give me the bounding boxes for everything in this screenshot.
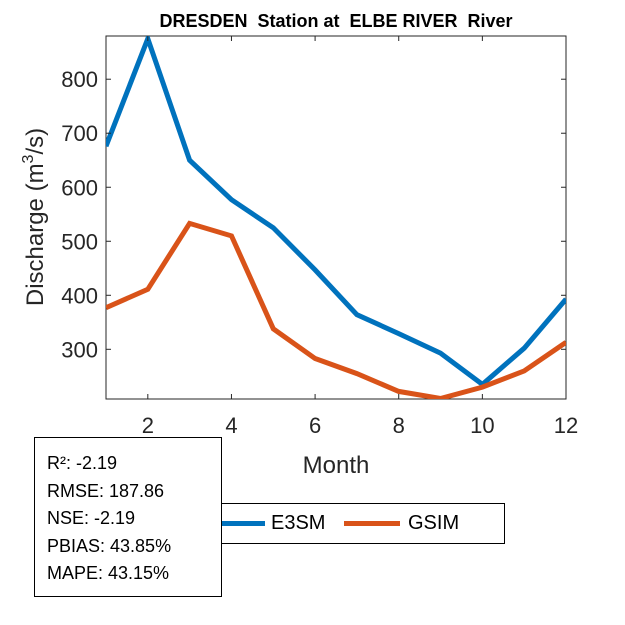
y-tick-label: 400: [61, 283, 98, 308]
x-tick-label: 10: [470, 413, 494, 438]
x-tick-label: 12: [554, 413, 578, 438]
legend-swatch-gsim: [344, 520, 400, 526]
y-axis-label: Discharge (m3/s): [20, 128, 49, 306]
series-line-gsim: [106, 220, 566, 399]
legend-entry-gsim: GSIM: [344, 504, 459, 542]
plot-frame: [105, 35, 567, 400]
x-tick-label: 2: [142, 413, 154, 438]
x-tick-label: 4: [225, 413, 237, 438]
tick-layer: 2 4 6 8 10 12 300 400 500 600 700 800: [61, 36, 578, 438]
stat-pbias: PBIAS: 43.85%: [47, 535, 172, 556]
legend-entry-e3sm: E3SM: [221, 504, 325, 542]
y-tick-label: 800: [61, 67, 98, 92]
y-tick-label: 600: [61, 175, 98, 200]
series-layer: [106, 36, 566, 399]
y-tick-label: 300: [61, 337, 98, 362]
stat-mape: MAPE: 43.15%: [47, 563, 170, 583]
legend-label-e3sm: E3SM: [271, 511, 326, 534]
stat-r2: R²: -2.19: [47, 453, 118, 473]
stats-box: R²: -2.19 RMSE: 187.86 NSE: -2.19 PBIAS:…: [34, 437, 222, 597]
chart-title: DRESDEN Station at ELBE RIVER River: [159, 11, 512, 31]
stat-nse: NSE: -2.19: [47, 508, 136, 528]
legend: E3SM GSIM: [221, 503, 505, 544]
legend-label-gsim: GSIM: [408, 511, 460, 534]
y-tick-label: 700: [61, 121, 98, 146]
x-tick-label: 6: [309, 413, 321, 438]
series-line-e3sm: [106, 36, 566, 388]
x-axis-label: Month: [303, 452, 370, 479]
y-axis-label-end: /s): [22, 128, 49, 155]
legend-swatch-e3sm: [221, 520, 265, 526]
y-tick-label: 500: [61, 229, 98, 254]
y-axis-label-base: Discharge (m: [22, 163, 49, 306]
y-axis-label-sup: 3: [20, 154, 37, 163]
x-tick-label: 8: [393, 413, 405, 438]
stat-rmse: RMSE: 187.86: [47, 480, 165, 501]
